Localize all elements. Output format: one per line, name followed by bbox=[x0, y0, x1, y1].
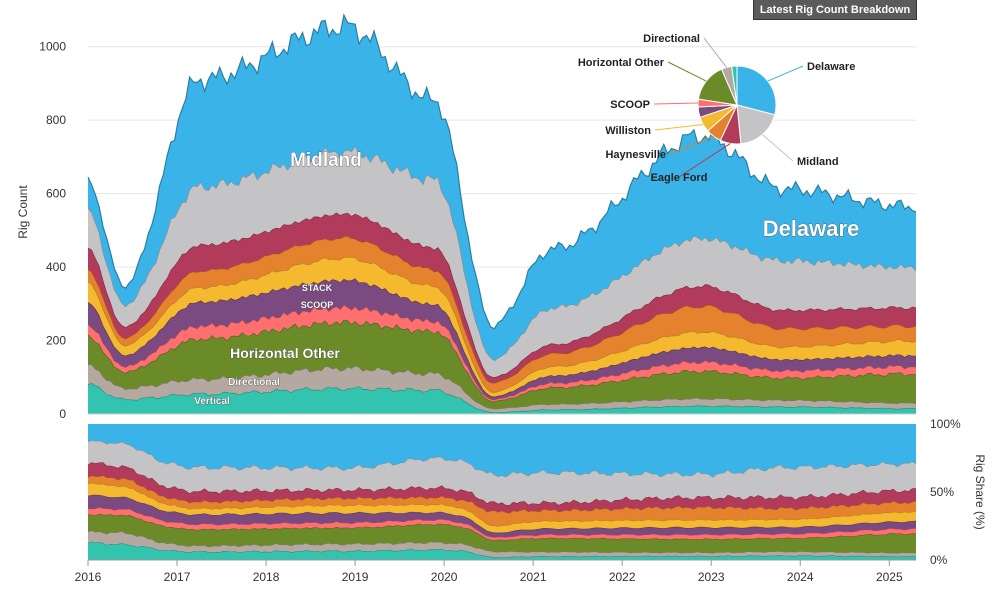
series-label-delaware: Delaware bbox=[763, 216, 860, 241]
share-area-delaware bbox=[88, 424, 916, 477]
area-stack bbox=[88, 278, 916, 400]
pie-connector-horizontal-other bbox=[667, 61, 707, 82]
y-tick-label: 800 bbox=[46, 113, 66, 127]
pie-label-haynesville: Haynesville bbox=[605, 149, 666, 161]
share-area-haynesville bbox=[88, 475, 916, 527]
share-y-tick-label: 0% bbox=[930, 553, 948, 567]
share-area-horizontal-other bbox=[88, 513, 916, 554]
x-axis-ticks: 2016 2017 2018 2019 2020 2021 2022 2023 2024 2025 bbox=[75, 560, 903, 584]
share-area-directional bbox=[88, 530, 916, 558]
pie-connector-scoop bbox=[653, 102, 699, 105]
bottom-y-axis-ticks: 0% 50% 100% bbox=[930, 417, 961, 567]
area-horizontal-other bbox=[88, 319, 916, 409]
area-delaware bbox=[88, 15, 916, 361]
pie-label-midland: Midland bbox=[797, 156, 839, 168]
top-series-labels: Vertical Directional Horizontal Other SCOOP… bbox=[194, 150, 860, 408]
pie-connector-eagle-ford bbox=[678, 142, 731, 178]
pie-label-directional: Directional bbox=[643, 33, 700, 45]
top-stacked-areas bbox=[87, 13, 917, 414]
bottom-share-areas bbox=[87, 424, 917, 560]
y-tick-label: 1000 bbox=[39, 40, 66, 54]
share-area-midland bbox=[88, 440, 916, 505]
area-edge-delaware bbox=[87, 13, 917, 330]
pie-connector-midland bbox=[762, 134, 794, 162]
x-tick-label: 2016 bbox=[75, 570, 102, 584]
x-tick-label: 2024 bbox=[787, 570, 814, 584]
share-area-eagle-ford bbox=[88, 462, 916, 513]
pie-chart: Delaware Midland Eagle Ford Haynesville Will… bbox=[578, 33, 855, 184]
share-y-tick-label: 50% bbox=[930, 485, 954, 499]
share-area-scoop bbox=[88, 507, 916, 541]
x-tick-label: 2018 bbox=[253, 570, 280, 584]
pie-slice-vertical[interactable] bbox=[731, 65, 738, 106]
top-y-axis-title: Rig Count bbox=[16, 185, 30, 239]
area-directional bbox=[88, 364, 916, 413]
y-tick-label: 400 bbox=[46, 260, 66, 274]
area-midland bbox=[88, 145, 916, 378]
x-tick-label: 2022 bbox=[609, 570, 636, 584]
series-label-directional: Directional bbox=[228, 377, 280, 388]
bottom-y-axis-title: Rig Share (%) bbox=[973, 454, 987, 529]
pie-connector-williston bbox=[654, 124, 704, 131]
share-y-tick-label: 100% bbox=[930, 417, 961, 431]
x-tick-label: 2020 bbox=[431, 570, 458, 584]
y-tick-label: 600 bbox=[46, 187, 66, 201]
y-tick-label: 0 bbox=[59, 407, 66, 421]
share-area-vertical bbox=[88, 541, 916, 560]
series-label-horizontal-other: Horizontal Other bbox=[230, 345, 340, 361]
series-label-midland: Midland bbox=[290, 150, 362, 171]
x-tick-label: 2023 bbox=[698, 570, 725, 584]
series-label-scoop: SCOOP bbox=[301, 300, 334, 310]
pie-connector-directional bbox=[703, 37, 727, 68]
x-tick-label: 2019 bbox=[342, 570, 369, 584]
latest-rig-count-breakdown-button[interactable]: Latest Rig Count Breakdown bbox=[753, 0, 917, 20]
share-area-stack bbox=[88, 494, 916, 538]
x-tick-label: 2021 bbox=[520, 570, 547, 584]
y-tick-label: 200 bbox=[46, 334, 66, 348]
pie-label-horizontal-other: Horizontal Other bbox=[578, 57, 665, 69]
pie-label-delaware: Delaware bbox=[807, 61, 855, 73]
top-y-axis-ticks: 0 200 400 600 800 1000 bbox=[39, 40, 66, 421]
pie-connector-delaware bbox=[767, 65, 804, 82]
pie-label-scoop: SCOOP bbox=[610, 99, 650, 111]
x-tick-label: 2017 bbox=[164, 570, 191, 584]
pie-connector-haynesville bbox=[669, 135, 714, 155]
share-area-williston bbox=[88, 482, 916, 533]
series-label-vertical: Vertical bbox=[194, 396, 230, 407]
x-tick-label: 2025 bbox=[876, 570, 903, 584]
pie-label-eagle-ford: Eagle Ford bbox=[651, 172, 708, 184]
series-label-stack: STACK bbox=[302, 283, 333, 293]
pie-label-williston: Williston bbox=[605, 125, 651, 137]
